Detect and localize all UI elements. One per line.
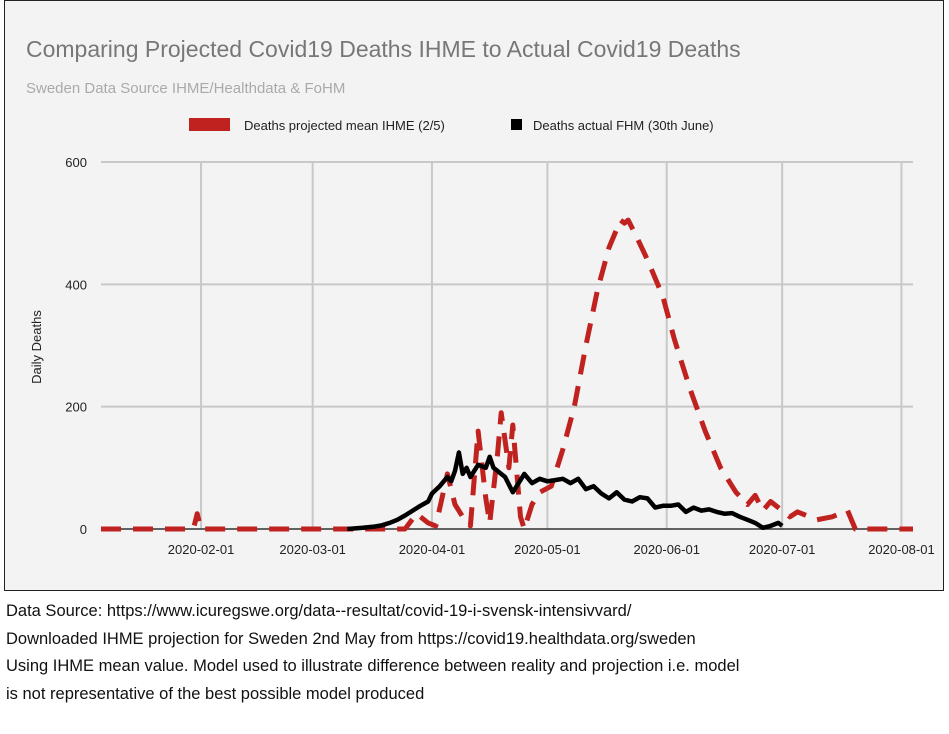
x-tick-label: 2020-07-01 bbox=[749, 542, 816, 557]
legend-label-actual: Deaths actual FHM (30th June) bbox=[533, 118, 714, 133]
y-tick-label: 0 bbox=[80, 522, 87, 537]
x-tick-label: 2020-08-01 bbox=[868, 542, 935, 557]
y-tick-label: 600 bbox=[65, 155, 87, 170]
x-tick-label: 2020-03-01 bbox=[279, 542, 346, 557]
legend: Deaths projected mean IHME (2/5) Deaths … bbox=[189, 118, 714, 133]
note-line: Using IHME mean value. Model used to ill… bbox=[6, 657, 740, 675]
y-tick-label: 400 bbox=[65, 277, 87, 292]
series-line-actual bbox=[347, 450, 784, 532]
note-line: Data Source: https://www.icuregswe.org/d… bbox=[6, 602, 632, 620]
x-tick-label: 2020-04-01 bbox=[399, 542, 466, 557]
notes: Data Source: https://www.icuregswe.org/d… bbox=[6, 598, 739, 708]
chart-subtitle: Sweden Data Source IHME/Healthdata & FoH… bbox=[26, 80, 345, 97]
legend-label-projected: Deaths projected mean IHME (2/5) bbox=[244, 118, 445, 133]
x-tick-label: 2020-06-01 bbox=[633, 542, 700, 557]
y-axis-label: Daily Deaths bbox=[29, 310, 44, 384]
line-chart: Comparing Projected Covid19 Deaths IHME … bbox=[26, 36, 935, 557]
note-line: is not representative of the best possib… bbox=[6, 684, 425, 703]
chart-frame: Comparing Projected Covid19 Deaths IHME … bbox=[4, 0, 944, 591]
x-tick-label: 2020-05-01 bbox=[514, 542, 581, 557]
legend-swatch-projected bbox=[189, 118, 230, 131]
y-tick-label: 200 bbox=[65, 400, 87, 415]
note-line: Downloaded IHME projection for Sweden 2n… bbox=[6, 629, 696, 648]
legend-swatch-actual bbox=[511, 119, 522, 130]
chart-title: Comparing Projected Covid19 Deaths IHME … bbox=[26, 36, 741, 62]
x-tick-label: 2020-02-01 bbox=[168, 542, 235, 557]
series-line-projected bbox=[101, 217, 913, 532]
